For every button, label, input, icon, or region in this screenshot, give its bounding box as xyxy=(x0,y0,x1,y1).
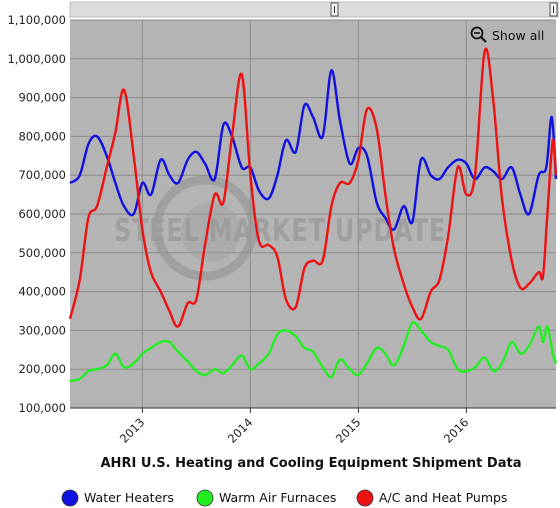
legend: Water Heaters Warm Air Furnaces A/C and He… xyxy=(61,489,507,507)
x-tick-label: 2014 xyxy=(225,415,256,446)
watermark-text: STEEL MARKET UPDATE xyxy=(114,213,446,249)
show-all-label: Show all xyxy=(492,28,544,43)
x-axis: 2013 2014 2015 2016 xyxy=(70,407,556,446)
watermark-ring xyxy=(152,175,258,281)
navigator[interactable] xyxy=(69,1,559,18)
legend-label: A/C and Heat Pumps xyxy=(379,490,507,505)
grid xyxy=(70,19,556,409)
y-tick-label: 300,000 xyxy=(18,323,66,337)
series-line-warm-air-furnaces xyxy=(69,320,558,382)
series-line-water-heaters xyxy=(69,69,558,231)
zoom-out-icon xyxy=(470,26,487,43)
y-tick-label: 500,000 xyxy=(18,246,66,260)
series-lines xyxy=(68,47,558,382)
legend-marker xyxy=(356,489,374,507)
series-line-a-c-and-heat-pumps xyxy=(68,47,558,328)
legend-item[interactable]: Warm Air Furnaces xyxy=(196,489,336,507)
y-tick-label: 200,000 xyxy=(18,362,66,376)
y-tick-label: 100,000 xyxy=(18,401,66,415)
legend-label: Warm Air Furnaces xyxy=(219,490,336,505)
watermark-disc xyxy=(181,202,241,262)
legend-label: Water Heaters xyxy=(84,490,174,505)
x-tick-label: 2013 xyxy=(117,415,148,446)
y-axis: 100,000 200,000 300,000 400,000 500,000 600,0… xyxy=(7,13,66,415)
y-tick-label: 1,100,000 xyxy=(7,13,66,27)
y-tick-label: 900,000 xyxy=(18,91,66,105)
y-tick-label: 700,000 xyxy=(18,168,66,182)
x-tick-label: 2015 xyxy=(333,415,364,446)
show-all-button[interactable]: Show all xyxy=(470,26,545,44)
navigator-track[interactable] xyxy=(69,1,559,18)
legend-item[interactable]: A/C and Heat Pumps xyxy=(356,489,507,507)
legend-marker xyxy=(61,489,79,507)
y-tick-label: 1,000,000 xyxy=(7,52,66,66)
legend-item[interactable]: Water Heaters xyxy=(61,489,174,507)
y-tick-label: 400,000 xyxy=(18,285,66,299)
y-tick-label: 800,000 xyxy=(18,129,66,143)
chart-title: AHRI U.S. Heating and Cooling Equipment … xyxy=(101,456,522,471)
y-tick-label: 600,000 xyxy=(18,207,66,221)
legend-marker xyxy=(196,489,214,507)
x-tick-label: 2016 xyxy=(441,415,472,446)
